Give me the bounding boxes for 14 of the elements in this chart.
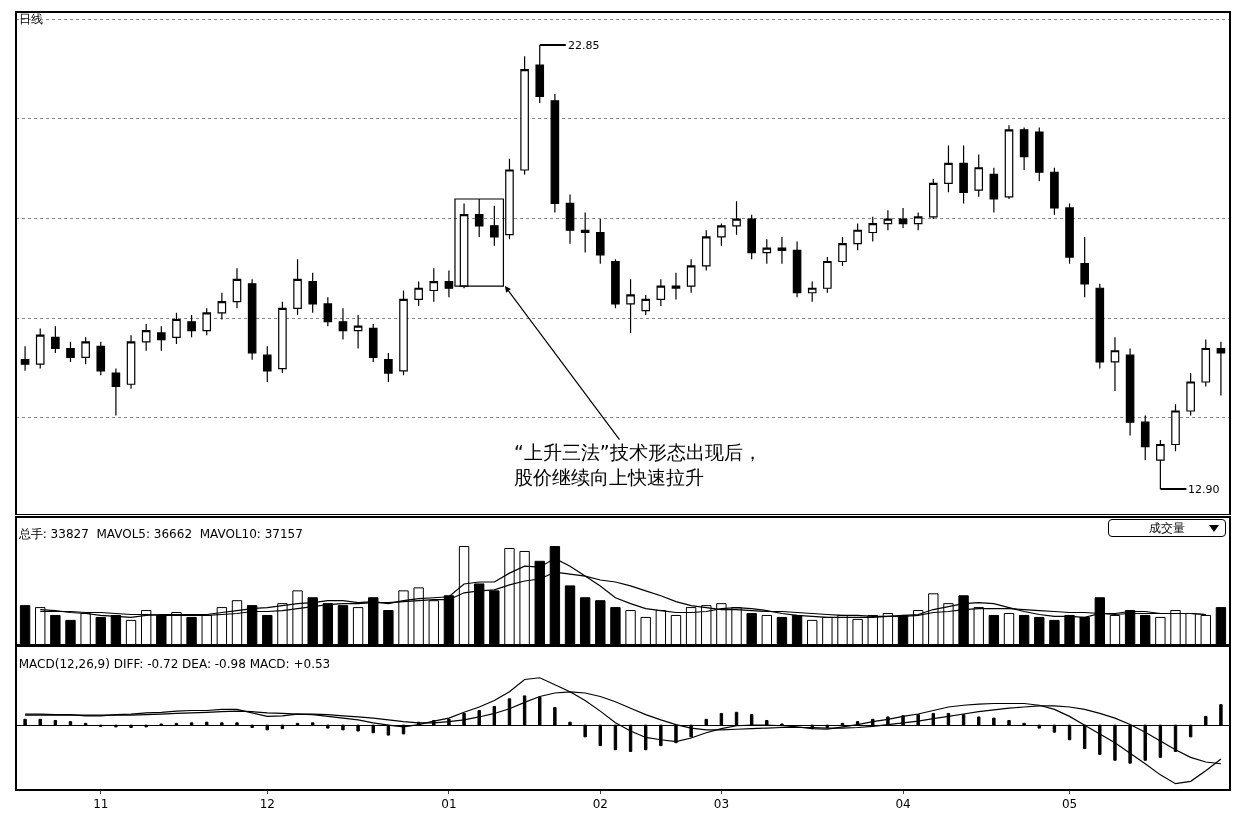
chart-title: MACD(12,26,9) DIFF: -0.72 DEA: -0.98 MACD: +0.53 <box>18 657 331 672</box>
chart-title: 日线 <box>18 12 43 27</box>
annotation: “上升三法”技术形态出现后，股价继续向上快速拉升 <box>514 441 762 488</box>
x-tick-label: 05 <box>1061 797 1078 812</box>
x-tick-label: 04 <box>895 797 911 812</box>
x-tick-label: 11 <box>93 797 109 812</box>
annotation: 12.90 <box>1188 483 1220 496</box>
annotation: 22.85 <box>568 39 600 52</box>
dropdown: 成交量 <box>1108 519 1226 537</box>
x-tick-label: 02 <box>592 797 608 812</box>
x-tick-label: 03 <box>713 797 730 812</box>
chart-title: 总手: 33827 MAVOL5: 36662 MAVOL10: 37157 <box>17 527 303 542</box>
x-tick-label: 01 <box>441 797 457 812</box>
x-tick-label: 12 <box>259 797 275 812</box>
